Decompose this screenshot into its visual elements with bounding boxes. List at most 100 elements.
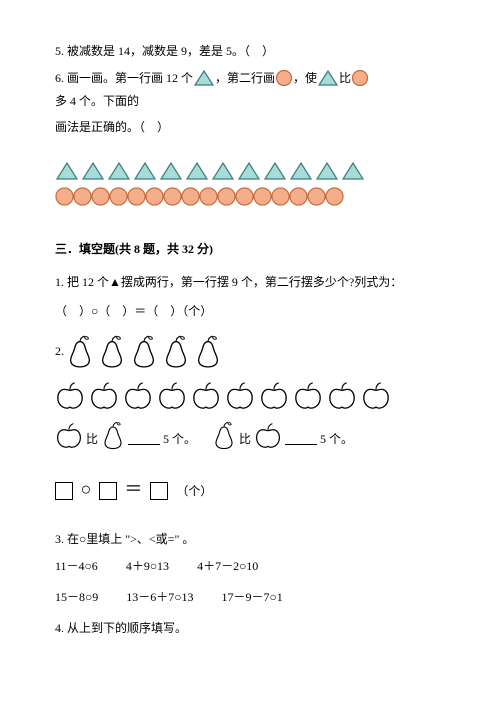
- q3-3-item: 4＋9○13: [126, 555, 169, 578]
- circle-icon: [163, 187, 182, 206]
- pear-icon: [66, 334, 94, 368]
- pear-icon: [98, 334, 126, 368]
- q3-3-item: 15－8○9: [55, 586, 98, 609]
- circle-icon: [145, 187, 164, 206]
- q3-3-text: 3. 在○里填上 ">、<或=" 。: [55, 528, 194, 551]
- apple-icon: [361, 380, 391, 410]
- triangle-icon: [185, 161, 209, 181]
- comp-text-a2: 比: [239, 428, 251, 451]
- eq-tail: （个）: [176, 484, 212, 498]
- apple-icon: [55, 421, 83, 449]
- triangle-icon: [317, 69, 339, 87]
- q5-text: 5. 被减数是 14，减数是 9，差是 5。（ ）: [55, 40, 274, 63]
- question-3-3: 3. 在○里填上 ">、<或=" 。: [55, 528, 445, 551]
- circle-icon: [289, 187, 308, 206]
- triangle-icon: [237, 161, 261, 181]
- q6-text-b: ，第二行画: [215, 67, 275, 90]
- triangle-icon: [107, 161, 131, 181]
- triangle-icon: [81, 161, 105, 181]
- apple-icon: [89, 380, 119, 410]
- apple-icon: [55, 421, 83, 457]
- triangle-row: [55, 161, 445, 181]
- apple-row: [55, 380, 445, 410]
- q6-text-f: 画法是正确的。（ ）: [55, 116, 169, 139]
- circle-icon: [351, 69, 369, 87]
- circle-icon: [109, 187, 128, 206]
- square-shape: [99, 482, 117, 500]
- triangle-icon: [159, 161, 183, 181]
- circle-icon: [253, 187, 272, 206]
- circle-icon: [55, 187, 74, 206]
- circle-icon: [127, 187, 146, 206]
- q6-text-c: ，使: [293, 67, 317, 90]
- question-3-4: 4. 从上到下的顺序填写。: [55, 617, 445, 640]
- circle-icon: [235, 187, 254, 206]
- pear-icon: [130, 334, 158, 368]
- page-container: 5. 被减数是 14，减数是 9，差是 5。（ ） 6. 画一画。第一行画 12…: [0, 0, 500, 684]
- apple-icon: [327, 380, 357, 410]
- circle-icon: [91, 187, 110, 206]
- pear-icon: [212, 420, 236, 458]
- circle-icon: [307, 187, 326, 206]
- q6-text-a: 6. 画一画。第一行画 12 个: [55, 67, 193, 90]
- blank-line: [285, 434, 317, 445]
- triangle-icon: [315, 161, 339, 181]
- pear-icon: [194, 334, 222, 368]
- question-3-1: 1. 把 12 个▲摆成两行，第一行摆 9 个，第二行摆多少个?列式为：: [55, 271, 445, 294]
- apple-icon: [254, 421, 282, 449]
- circle-icon: [181, 187, 200, 206]
- triangle-icon: [341, 161, 365, 181]
- q3-3-item: 13－6＋7○13: [126, 586, 193, 609]
- apple-icon: [55, 380, 85, 410]
- pear-icon: [212, 420, 236, 450]
- comp-text-b: 5 个。: [163, 428, 196, 451]
- circle-icon: [199, 187, 218, 206]
- q3-3-item: 4＋7－2○10: [197, 555, 258, 578]
- square-shape: [150, 482, 168, 500]
- triangle-icon: [133, 161, 157, 181]
- q3-2-text: 2.: [55, 340, 64, 363]
- comp-text-a: 比: [86, 428, 98, 451]
- question-5: 5. 被减数是 14，减数是 9，差是 5。（ ）: [55, 40, 445, 63]
- q3-3-item: 17－9－7○1: [222, 586, 283, 609]
- question-6-line2: 画法是正确的。（ ）: [55, 116, 445, 139]
- q3-1-eq-text: （ ）○（ ）＝（ ）（个）: [55, 300, 212, 323]
- apple-icon: [254, 421, 282, 457]
- pear-icon: [101, 420, 125, 450]
- apple-icon: [293, 380, 323, 410]
- q3-3-row2: 15－8○9 13－6＋7○13 17－9－7○1: [55, 586, 445, 609]
- question-6-line1: 6. 画一画。第一行画 12 个 ，第二行画 ，使 比 多 4 个。下面的: [55, 67, 445, 113]
- question-3-1-eq: （ ）○（ ）＝（ ）（个）: [55, 300, 445, 323]
- triangle-icon: [263, 161, 287, 181]
- circle-icon: [325, 187, 344, 206]
- q6-text-d: 比: [339, 67, 351, 90]
- square-shape: [55, 482, 73, 500]
- blank-line: [128, 434, 160, 445]
- apple-icon: [191, 380, 221, 410]
- apple-icon: [225, 380, 255, 410]
- section-3-title: 三．填空题(共 8 题，共 32 分): [55, 238, 445, 261]
- circle-icon: [275, 69, 293, 87]
- comparison-row-1: 比 5 个。 比 5 个。: [55, 420, 445, 458]
- triangle-icon: [211, 161, 235, 181]
- pear-icon: [162, 334, 190, 368]
- circle-row: [55, 187, 445, 214]
- circle-icon: [73, 187, 92, 206]
- apple-icon: [259, 380, 289, 410]
- equation-row: ○ ＝ （个）: [55, 472, 445, 506]
- circle-icon: [271, 187, 290, 206]
- triangle-icon: [193, 69, 215, 87]
- q3-3-item: 11－4○6: [55, 555, 98, 578]
- triangle-icon: [289, 161, 313, 181]
- question-3-2-label: 2.: [55, 328, 445, 374]
- circle-icon: [217, 187, 236, 206]
- q3-1-text: 1. 把 12 个▲摆成两行，第一行摆 9 个，第二行摆多少个?列式为：: [55, 271, 402, 294]
- pear-icon: [101, 420, 125, 458]
- q3-4-text: 4. 从上到下的顺序填写。: [55, 617, 187, 640]
- pear-row: [66, 334, 222, 368]
- comp-text-b2: 5 个。: [320, 428, 353, 451]
- apple-icon: [157, 380, 187, 410]
- q6-text-e: 多 4 个。下面的: [55, 90, 139, 113]
- triangle-icon: [55, 161, 79, 181]
- q3-3-row1: 11－4○6 4＋9○13 4＋7－2○10: [55, 555, 445, 578]
